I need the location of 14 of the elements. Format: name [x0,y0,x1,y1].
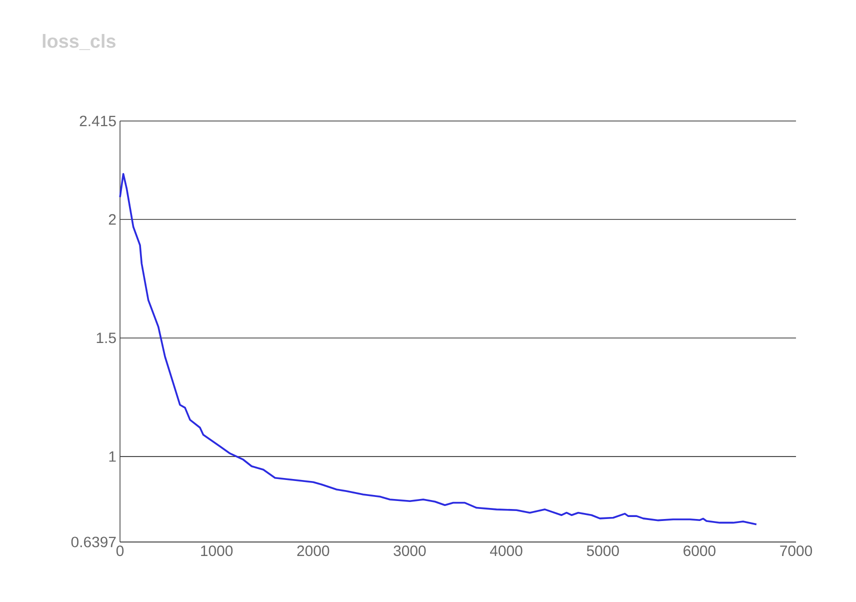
y-tick-label: 1.5 [96,332,116,344]
y-tick-label: 2 [108,214,116,225]
line-series [119,172,758,526]
y-tick-label: 0.6397 [71,536,116,548]
x-tick-label: 0 [116,546,124,556]
x-tick-label: 4000 [490,546,522,556]
y-tick-label: 2.415 [80,116,116,126]
x-tick-label: 6000 [684,546,716,556]
x-tick-label: 1000 [201,546,233,556]
x-tick-label: 7000 [780,546,812,556]
x-tick-label: 2000 [297,546,330,556]
x-tick-label: 5000 [586,546,619,556]
x-tick-label: 3000 [394,546,426,556]
y-tick-label: 1 [109,451,116,462]
